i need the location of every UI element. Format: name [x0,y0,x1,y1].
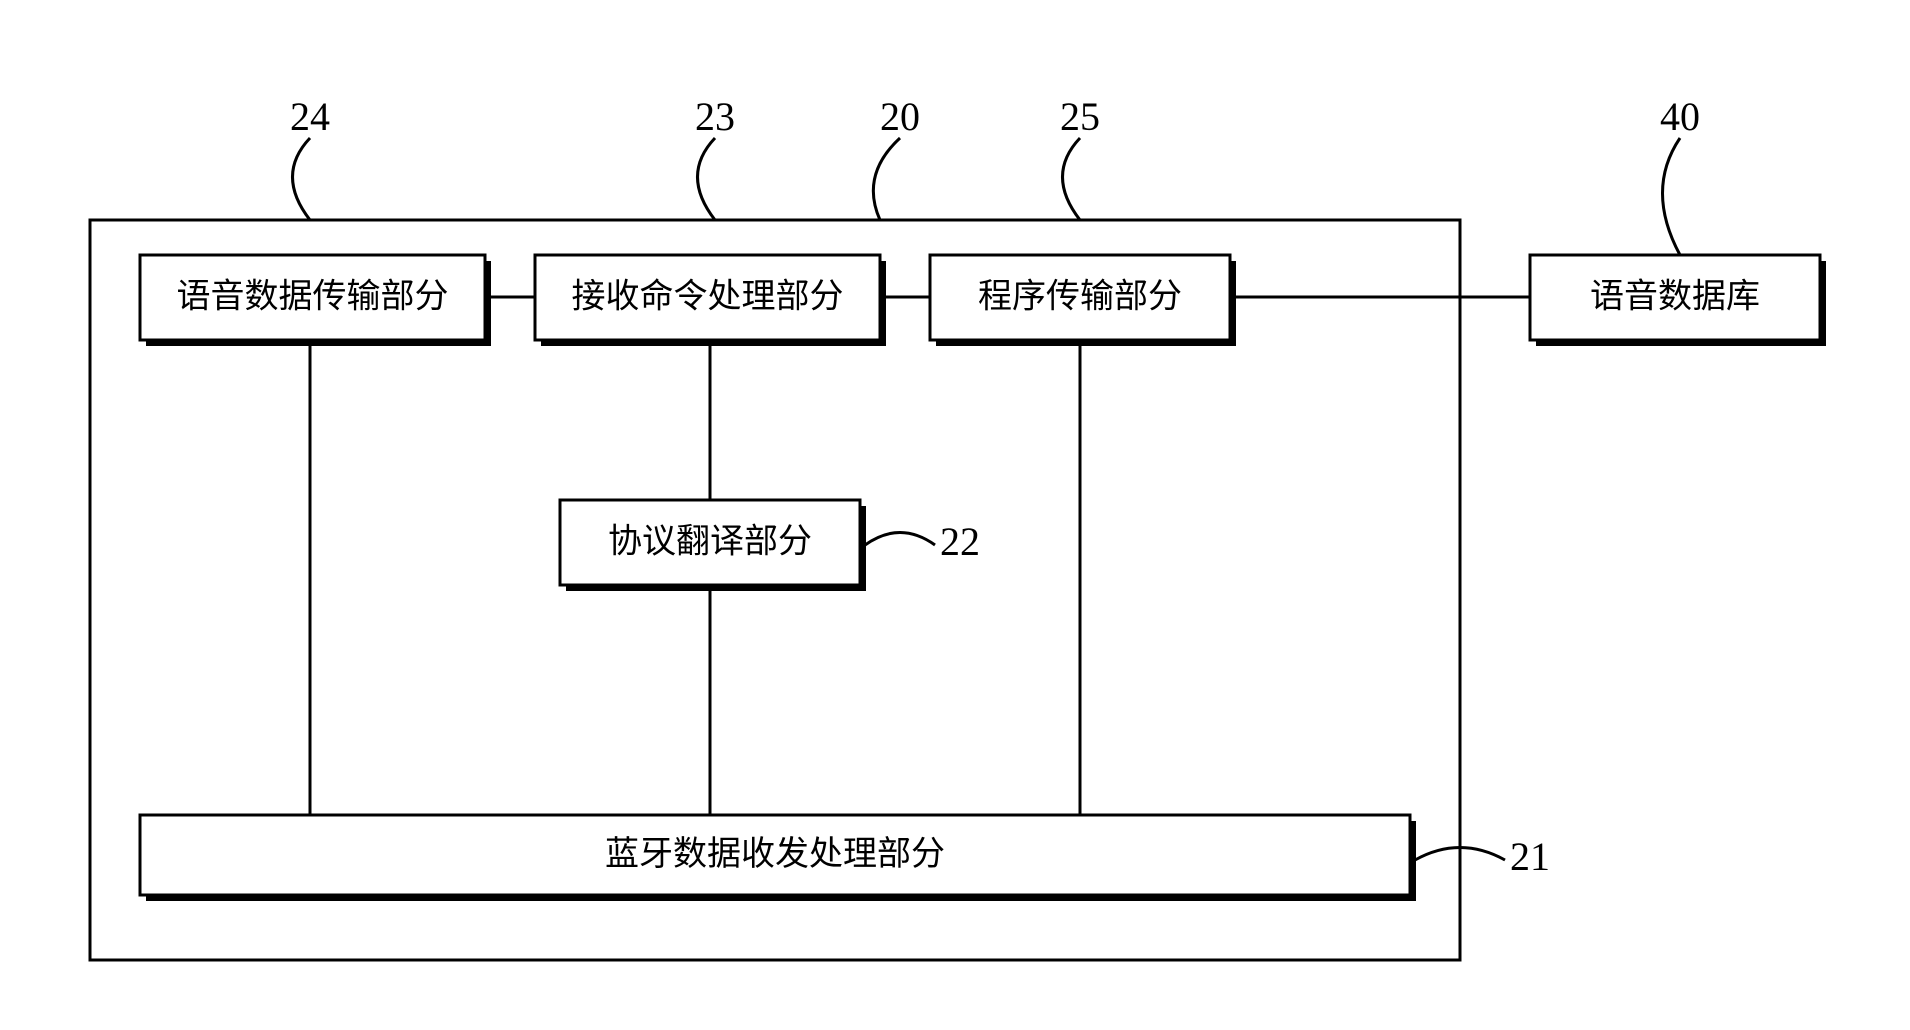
node-label-bt: 蓝牙数据收发处理部分 [605,835,945,873]
ref-label-l25: 25 [1060,94,1100,139]
ref-label-l22: 22 [940,519,980,564]
node-label-voice_db: 语音数据库 [1590,277,1760,315]
node-label-prog_tx: 程序传输部分 [978,277,1182,315]
ref-label-l20: 20 [880,94,920,139]
diagram-canvas: 语音数据传输部分 接收命令处理部分 程序传输部分 语音数据库协议翻译部分蓝牙数据收发处… [0,0,1910,1030]
node-label-voice_tx: 语音数据传输部分 [177,277,449,315]
ref-label-l23: 23 [695,94,735,139]
node-label-proto: 协议翻译部分 [608,522,812,560]
node-label-cmd_proc: 接收命令处理部分 [572,277,844,315]
ref-label-l21: 21 [1510,834,1550,879]
ref-label-l24: 24 [290,94,330,139]
ref-label-l40: 40 [1660,94,1700,139]
